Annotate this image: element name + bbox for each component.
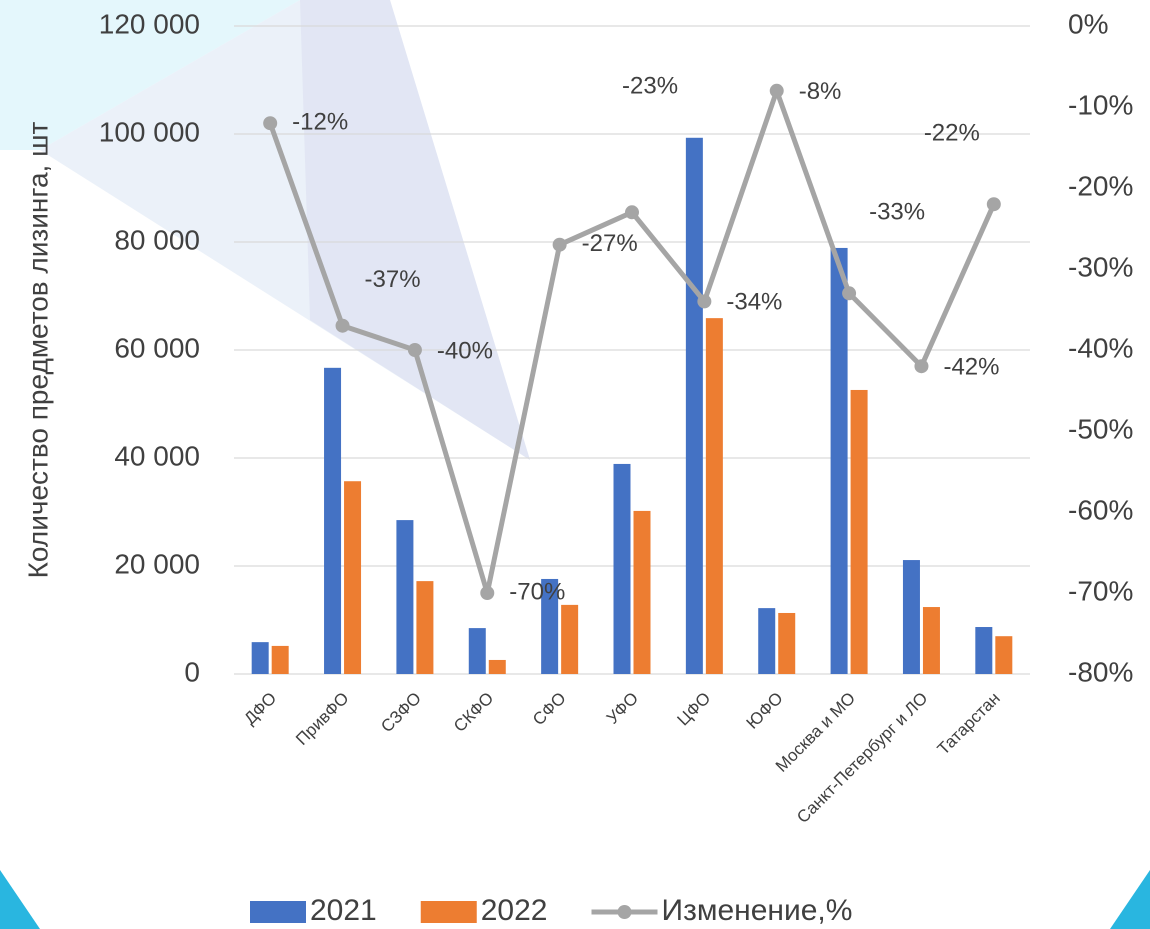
bar xyxy=(633,510,651,674)
line-point xyxy=(914,359,929,374)
data-label: -27% xyxy=(582,230,638,257)
bar xyxy=(975,627,993,674)
line-point xyxy=(335,318,350,333)
bar xyxy=(416,581,434,674)
decor xyxy=(0,870,40,929)
data-label: -34% xyxy=(726,289,782,316)
data-label: -40% xyxy=(437,337,493,364)
y-tick-label: 40 000 xyxy=(114,440,200,471)
line-point xyxy=(842,286,857,301)
legend-swatch xyxy=(617,905,632,919)
y-tick-label: 20 000 xyxy=(114,548,200,579)
line-point xyxy=(769,83,784,98)
y2-tick-label: -20% xyxy=(1068,170,1133,201)
y2-tick-label: -40% xyxy=(1068,332,1133,363)
bar xyxy=(251,642,269,674)
bar xyxy=(685,137,703,674)
line-point xyxy=(697,294,712,309)
data-label: -70% xyxy=(509,578,565,605)
bar xyxy=(778,612,796,674)
data-label: -23% xyxy=(622,73,678,100)
data-label: -37% xyxy=(365,266,421,293)
bar xyxy=(705,318,723,674)
bar xyxy=(271,645,289,674)
bar xyxy=(344,481,362,674)
legend-swatch xyxy=(420,901,477,923)
y2-tick-label: -80% xyxy=(1068,656,1133,687)
data-label: -8% xyxy=(799,78,842,105)
y-tick-label: 0 xyxy=(184,656,200,687)
bar xyxy=(995,636,1013,674)
data-label: -33% xyxy=(869,199,925,226)
bar xyxy=(613,463,631,674)
y2-tick-label: 0% xyxy=(1068,8,1108,39)
x-tick-label: Татарстан xyxy=(934,689,1004,759)
bar xyxy=(850,389,868,674)
x-tick-label: УФО xyxy=(603,689,642,728)
data-label: -12% xyxy=(292,109,348,136)
x-tick-label: ДФО xyxy=(240,689,280,729)
legend-swatch xyxy=(250,901,306,923)
y2-tick-label: -60% xyxy=(1068,494,1133,525)
line-point xyxy=(986,197,1001,212)
data-label: -22% xyxy=(924,120,980,147)
bar xyxy=(902,560,920,674)
data-label: -42% xyxy=(943,354,999,381)
y2-tick-label: -10% xyxy=(1068,89,1133,120)
y-tick-label: 120 000 xyxy=(99,8,200,39)
y2-tick-label: -50% xyxy=(1068,413,1133,444)
y-tick-label: 100 000 xyxy=(99,116,200,147)
bar xyxy=(922,607,940,674)
decor xyxy=(300,0,530,460)
line-point xyxy=(625,205,639,220)
y2-tick-label: -30% xyxy=(1068,251,1133,282)
legend-label: Изменение,% xyxy=(662,894,853,927)
bar xyxy=(830,247,848,674)
bar xyxy=(561,604,579,674)
y-tick-label: 60 000 xyxy=(114,332,200,363)
line-point xyxy=(407,343,422,357)
bar xyxy=(324,367,342,674)
line-point xyxy=(480,586,495,600)
y-axis-title: Количество предметов лизинга, шт xyxy=(22,121,53,578)
x-tick-label: СЗФО xyxy=(377,689,425,737)
line-point xyxy=(552,237,567,252)
x-tick-label: ЦФО xyxy=(674,689,715,730)
decor xyxy=(1110,870,1150,929)
x-tick-label: Санкт-Петербург и ЛО xyxy=(793,689,931,827)
decor xyxy=(0,0,300,150)
bar xyxy=(468,628,486,674)
y2-tick-label: -70% xyxy=(1068,575,1133,606)
y-tick-label: 80 000 xyxy=(114,224,200,255)
x-tick-label: ПривФО xyxy=(292,689,352,749)
legend-label: 2022 xyxy=(481,894,548,927)
x-tick-label: СФО xyxy=(529,689,570,730)
legend-label: 2021 xyxy=(310,894,377,927)
line-point xyxy=(263,116,278,131)
x-tick-label: СКФО xyxy=(450,689,497,736)
x-tick-label: ЮФО xyxy=(743,689,787,733)
bar xyxy=(758,608,776,674)
bar xyxy=(488,659,506,674)
bar xyxy=(396,520,414,674)
bar xyxy=(541,578,559,674)
